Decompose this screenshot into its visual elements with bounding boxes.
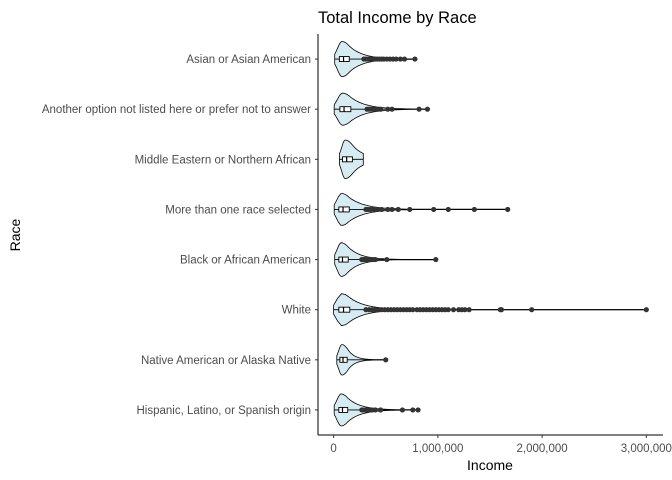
y-tick-label: Another option not listed here or prefer… [42, 104, 311, 116]
outlier-point [370, 206, 376, 213]
outlier-point [498, 307, 505, 313]
outlier-point [505, 206, 511, 213]
y-tick-label: Native American or Alaska Native [141, 355, 311, 367]
outlier-point [389, 106, 395, 112]
x-axis-title: Income [467, 457, 513, 473]
outlier-point [529, 307, 535, 313]
violin-group [333, 92, 431, 126]
y-tick-label: Middle Eastern or Northern African [135, 154, 311, 166]
outlier-point [416, 106, 422, 112]
outlier-point [450, 307, 457, 313]
outlier-point [377, 407, 384, 413]
y-axis-ticks: Asian or Asian American Another option no… [42, 54, 318, 417]
outlier-point [410, 407, 416, 413]
outlier-point [385, 106, 391, 112]
outlier-point [431, 206, 437, 213]
outlier-point [466, 307, 472, 313]
outlier-point [377, 106, 384, 112]
box [338, 56, 350, 63]
outlier-point [643, 307, 649, 313]
outlier-point [372, 256, 378, 263]
outlier-point [433, 256, 439, 263]
plot-area [333, 41, 649, 427]
outlier-point [393, 56, 399, 62]
outlier-point [395, 206, 401, 213]
y-tick-label: More than one race selected [165, 204, 311, 216]
y-axis-title: Race [7, 218, 23, 251]
x-tick-label: 0 [330, 443, 336, 455]
box [339, 106, 352, 113]
outlier-point [415, 407, 421, 413]
box [338, 406, 349, 413]
outlier-point [412, 56, 418, 62]
outlier-point [410, 307, 416, 313]
outlier-point [445, 307, 451, 313]
box [338, 306, 351, 313]
outlier-point [424, 106, 431, 112]
outlier-point [401, 56, 408, 62]
box [338, 206, 350, 213]
y-tick-label: White [282, 305, 311, 317]
x-tick-label: 1,000,000 [412, 443, 463, 455]
outlier-point [445, 206, 451, 213]
chart-title: Total Income by Race [318, 9, 477, 27]
outlier-point [397, 56, 403, 62]
violin-group [333, 193, 511, 226]
box [338, 256, 349, 263]
outlier-point [378, 206, 385, 213]
violin-group [334, 242, 439, 277]
y-tick-label: Black or African American [180, 255, 311, 267]
box [342, 156, 353, 163]
violin-group [333, 293, 649, 327]
outlier-point [407, 206, 413, 213]
x-tick-label: 2,000,000 [517, 443, 568, 455]
outlier-point [383, 357, 389, 363]
outlier-point [471, 206, 477, 213]
outlier-point [462, 307, 468, 313]
y-tick-label: Hispanic, Latino, or Spanish origin [136, 405, 311, 417]
y-tick-label: Asian or Asian American [186, 54, 311, 66]
x-axis-ticks: 0 1,000,000 2,000,000 3,000,000 [330, 435, 672, 455]
outlier-point [372, 407, 378, 413]
x-tick-label: 3,000,000 [621, 443, 672, 455]
outlier-point [389, 206, 395, 213]
outlier-point [384, 256, 390, 263]
outlier-point [374, 206, 381, 213]
violin-group [334, 41, 418, 78]
outlier-point [373, 106, 379, 112]
outlier-point [399, 407, 406, 413]
violin-group [336, 344, 389, 376]
violin-group [339, 139, 364, 180]
violin-group [333, 393, 421, 427]
outlier-point [385, 206, 391, 213]
